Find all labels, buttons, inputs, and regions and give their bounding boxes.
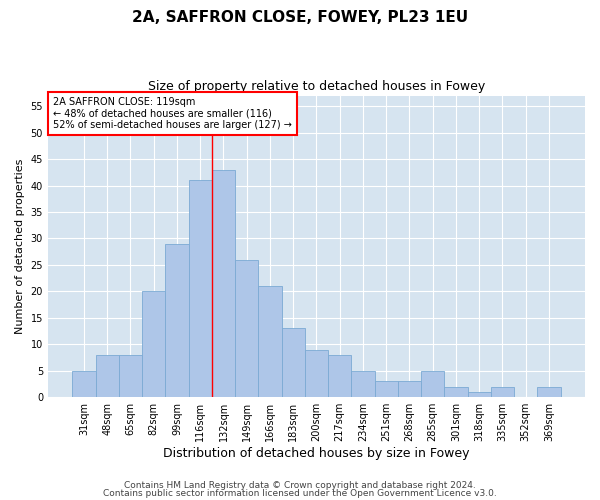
Bar (328, 355, 352, 397)
Y-axis label: Number of detached properties: Number of detached properties (15, 158, 25, 334)
Bar (398, 382, 421, 397)
Text: 2A SAFFRON CLOSE: 119sqm
← 48% of detached houses are smaller (116)
52% of semi-: 2A SAFFRON CLOSE: 119sqm ← 48% of detach… (53, 97, 292, 130)
Bar (421, 370, 445, 397)
Bar (212, 170, 235, 397)
Bar (352, 370, 374, 397)
Bar (259, 286, 281, 397)
Bar (374, 382, 398, 397)
Text: Contains public sector information licensed under the Open Government Licence v3: Contains public sector information licen… (103, 488, 497, 498)
Bar (305, 350, 328, 397)
Bar (166, 244, 188, 397)
Bar (142, 292, 166, 397)
Text: Contains HM Land Registry data © Crown copyright and database right 2024.: Contains HM Land Registry data © Crown c… (124, 481, 476, 490)
Bar (235, 260, 259, 397)
X-axis label: Distribution of detached houses by size in Fowey: Distribution of detached houses by size … (163, 447, 470, 460)
Bar (445, 386, 467, 397)
Bar (73, 370, 95, 397)
Title: Size of property relative to detached houses in Fowey: Size of property relative to detached ho… (148, 80, 485, 93)
Bar (281, 328, 305, 397)
Bar (467, 392, 491, 397)
Bar (491, 386, 514, 397)
Bar (188, 180, 212, 397)
Bar (119, 355, 142, 397)
Bar (95, 355, 119, 397)
Bar (538, 386, 560, 397)
Text: 2A, SAFFRON CLOSE, FOWEY, PL23 1EU: 2A, SAFFRON CLOSE, FOWEY, PL23 1EU (132, 10, 468, 25)
